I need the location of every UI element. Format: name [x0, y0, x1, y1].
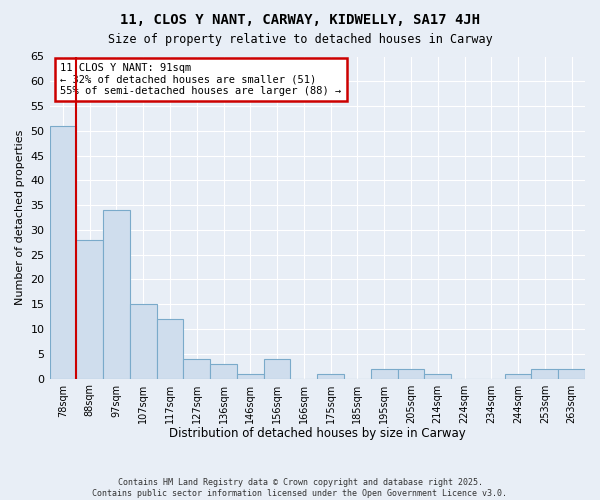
Text: 11 CLOS Y NANT: 91sqm
← 32% of detached houses are smaller (51)
55% of semi-deta: 11 CLOS Y NANT: 91sqm ← 32% of detached …: [60, 63, 341, 96]
Bar: [371, 368, 398, 378]
Bar: [184, 359, 210, 378]
Bar: [130, 304, 157, 378]
Text: Size of property relative to detached houses in Carway: Size of property relative to detached ho…: [107, 32, 493, 46]
Bar: [317, 374, 344, 378]
Bar: [505, 374, 532, 378]
Bar: [558, 368, 585, 378]
Text: 11, CLOS Y NANT, CARWAY, KIDWELLY, SA17 4JH: 11, CLOS Y NANT, CARWAY, KIDWELLY, SA17 …: [120, 12, 480, 26]
Bar: [50, 126, 76, 378]
X-axis label: Distribution of detached houses by size in Carway: Distribution of detached houses by size …: [169, 427, 466, 440]
Bar: [398, 368, 424, 378]
Bar: [103, 210, 130, 378]
Bar: [532, 368, 558, 378]
Bar: [210, 364, 237, 378]
Bar: [76, 240, 103, 378]
Bar: [264, 359, 290, 378]
Bar: [157, 319, 184, 378]
Bar: [237, 374, 264, 378]
Bar: [424, 374, 451, 378]
Y-axis label: Number of detached properties: Number of detached properties: [15, 130, 25, 305]
Text: Contains HM Land Registry data © Crown copyright and database right 2025.
Contai: Contains HM Land Registry data © Crown c…: [92, 478, 508, 498]
